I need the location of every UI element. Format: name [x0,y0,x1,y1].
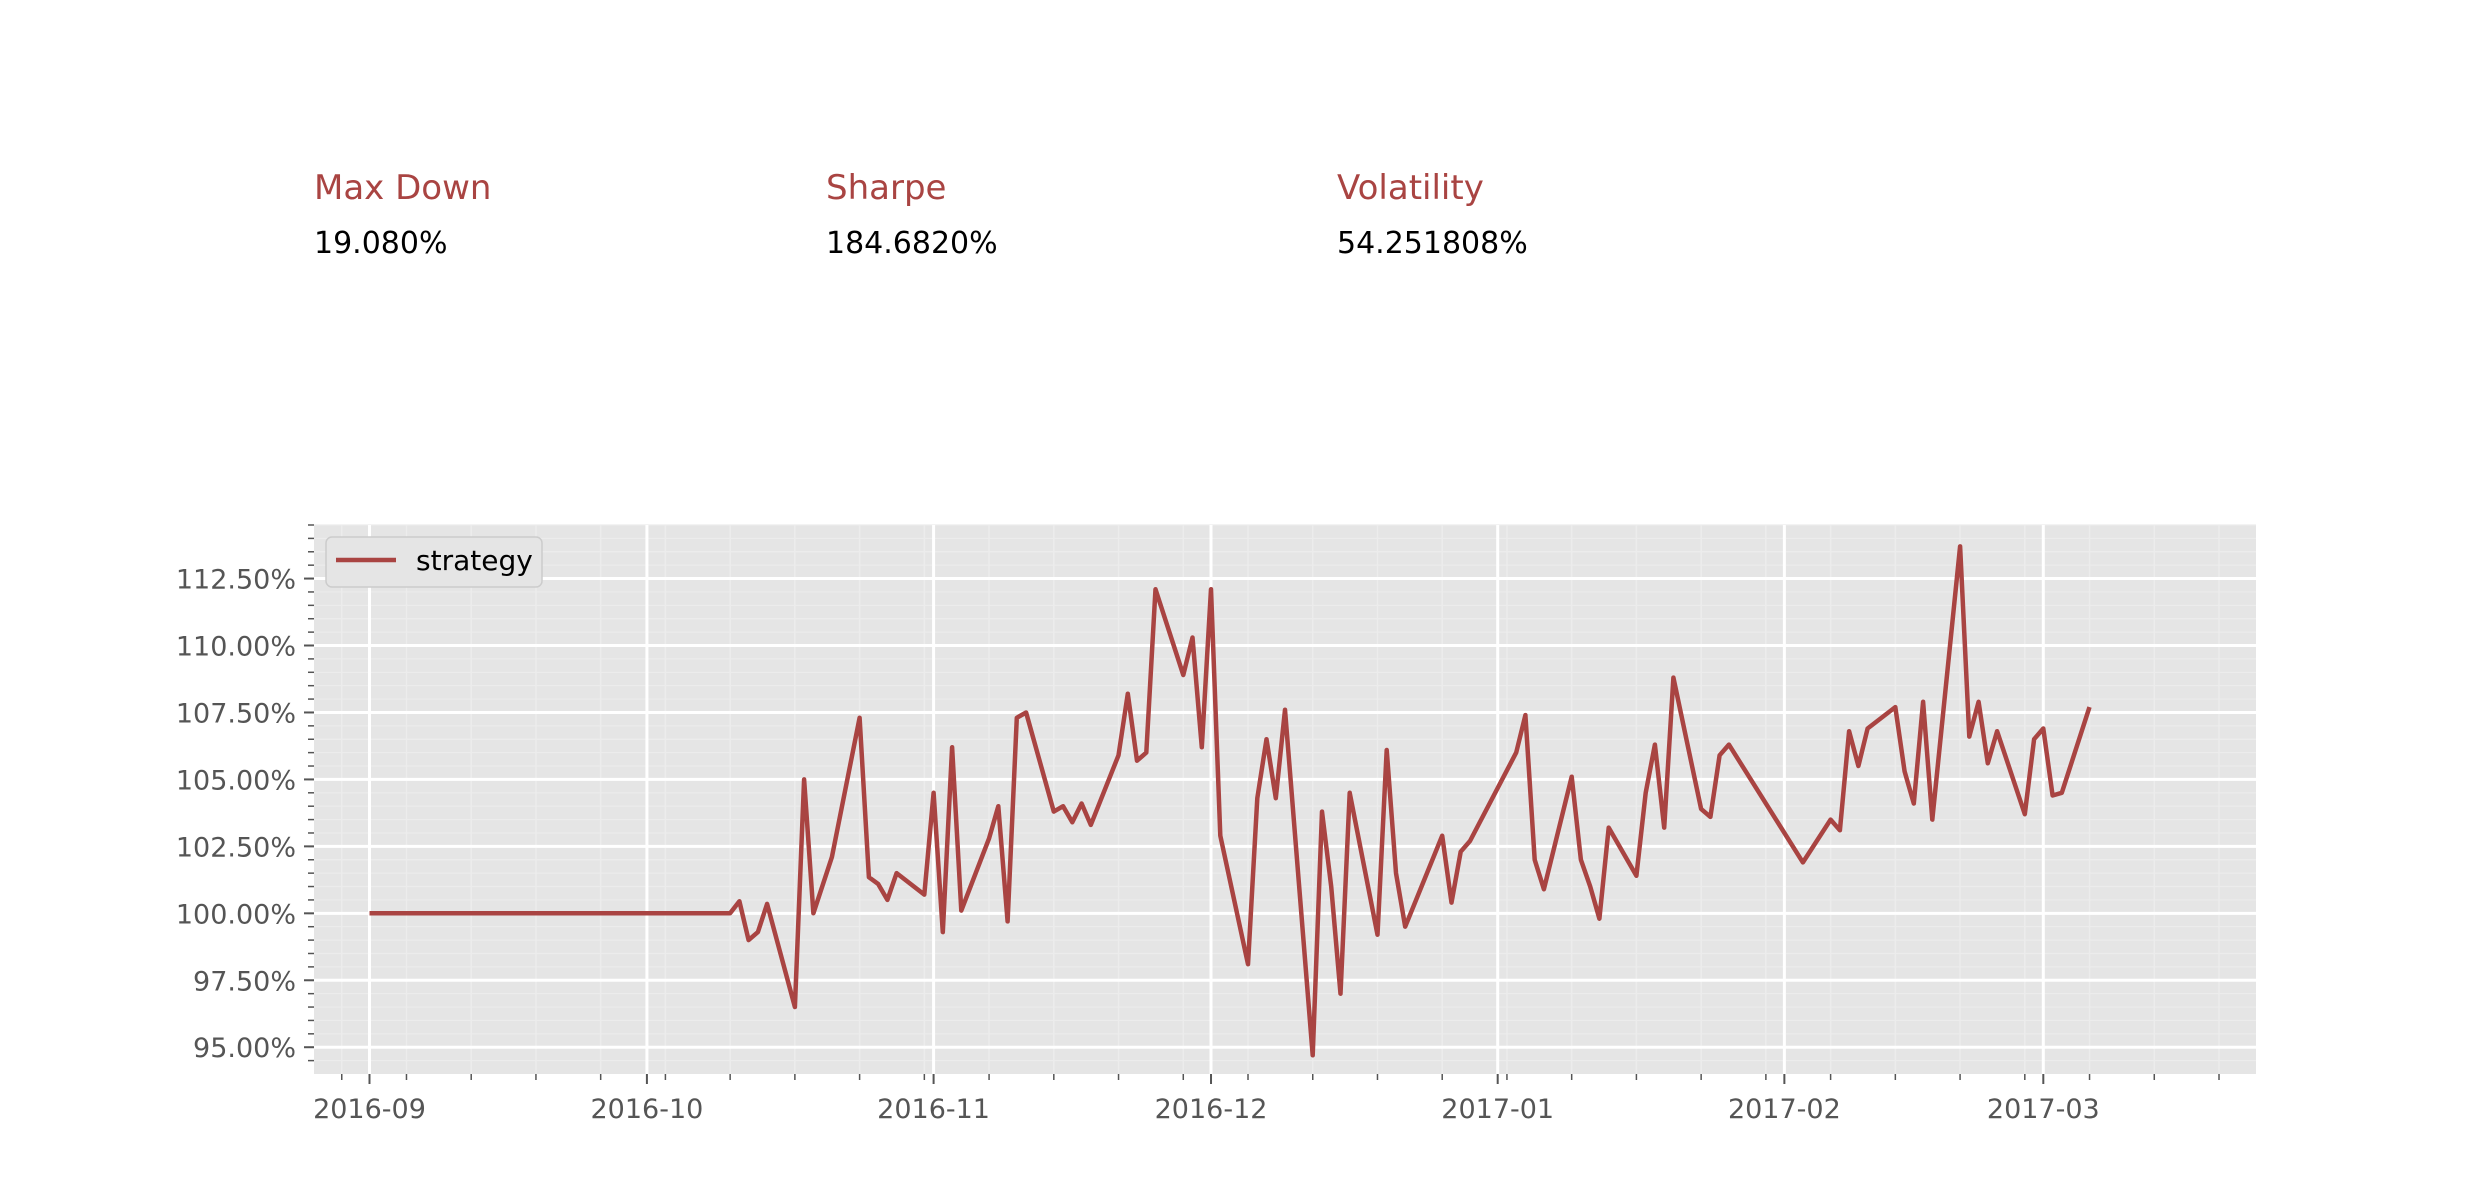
legend-label: strategy [416,544,533,577]
y-axis-tick-labels: 95.00% 97.50% 100.00% 102.50% 105.00% 10… [176,565,296,1065]
metric-sharpe: Sharpe 184.6820% [826,168,998,262]
x-tick-label: 2017-03 [1987,1094,2100,1125]
strategy-series-line [369,544,2092,1058]
x-tick-label: 2016-12 [1155,1094,1268,1125]
y-tick-label: 102.50% [176,832,296,863]
x-tick-label: 2017-02 [1728,1094,1841,1125]
metric-value: 184.6820% [826,226,998,261]
y-tick-label: 105.00% [176,765,296,796]
x-tick-label: 2016-09 [313,1094,426,1125]
x-tick-label: 2016-11 [877,1094,990,1125]
y-tick-label: 110.00% [176,632,296,663]
y-tick-label: 95.00% [193,1033,296,1064]
metric-value: 19.080% [314,226,448,261]
x-tick-label: 2017-01 [1441,1094,1554,1125]
metric-value: 54.251808% [1337,226,1528,261]
x-axis-tick-labels: 2016-09 2016-10 2016-11 2016-12 2017-01 … [313,1094,2100,1125]
y-tick-label: 97.50% [193,966,296,997]
metric-label: Max Down [314,168,492,208]
axis-ticks [304,524,2220,1084]
y-tick-label: 100.00% [176,899,296,930]
metric-volatility: Volatility 54.251808% [1337,168,1528,262]
metric-max-down: Max Down 19.080% [314,168,491,262]
x-tick-label: 2016-10 [591,1094,704,1125]
y-tick-label: 107.50% [176,698,296,729]
metric-label: Volatility [1337,168,1484,208]
y-tick-label: 112.50% [176,565,296,596]
legend: strategy [325,536,543,588]
metric-label: Sharpe [826,168,947,208]
legend-box [325,536,543,588]
